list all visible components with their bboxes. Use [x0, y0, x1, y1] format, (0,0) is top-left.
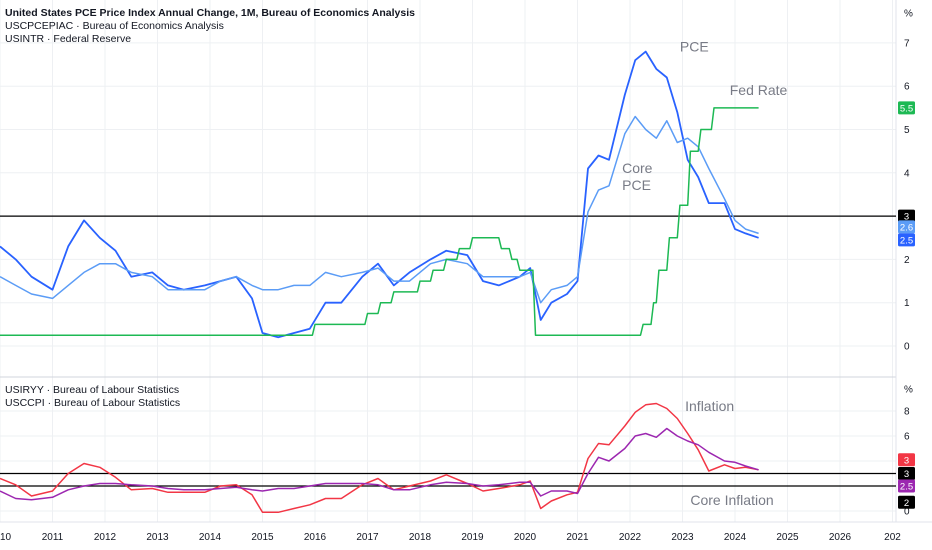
x-tick-label: 2013 — [146, 532, 169, 543]
chart-annotation: PCE — [622, 177, 651, 193]
x-tick-label: 2019 — [461, 532, 484, 543]
chart-annotation: Inflation — [685, 398, 734, 414]
top-pane-grid — [0, 0, 896, 377]
x-tick-label: 2024 — [724, 532, 747, 543]
chart-annotation: Core — [622, 160, 653, 176]
x-tick-label: 2021 — [566, 532, 589, 543]
chart-annotation: Fed Rate — [730, 82, 788, 98]
price-badge-background — [898, 495, 915, 509]
price-badge-background — [898, 209, 915, 223]
x-tick-label: 2020 — [514, 532, 537, 543]
top-legend-fed-source: USINTR · Federal Reserve — [5, 33, 132, 45]
price-badge-label: 2 — [904, 498, 909, 509]
y-tick-label: 7 — [904, 38, 910, 49]
x-tick-label: 2015 — [251, 532, 274, 543]
price-badge-background — [898, 453, 915, 467]
x-tick-label: 2010 — [0, 532, 12, 543]
y-tick-label: 8 — [904, 407, 910, 418]
x-tick-label: 2023 — [671, 532, 694, 543]
bottom-legend-core-source: USCCPI · Bureau of Labour Statistics — [5, 397, 181, 409]
x-tick-label: 2022 — [619, 532, 642, 543]
price-badge-background — [898, 233, 915, 247]
x-tick-label: 2026 — [829, 532, 852, 543]
x-tick-label: 2025 — [776, 532, 799, 543]
series-line-core-pce — [0, 115, 759, 304]
series-line-core-inflation — [0, 427, 759, 501]
price-badge-background — [898, 479, 915, 493]
top-legend-pce-source: USCPCEPIAC · Bureau of Economics Analysi… — [5, 20, 224, 32]
price-badge-label: 2.6 — [900, 222, 913, 233]
price-badge-background — [898, 220, 915, 234]
y-tick-label: 6 — [904, 432, 910, 443]
x-tick-label: 2011 — [42, 532, 64, 543]
price-badge-label: 3 — [904, 455, 909, 466]
top-price-scale[interactable]: % 7 6 5 4 3 2 1 0 — [904, 9, 913, 353]
y-tick-label: 6 — [904, 82, 910, 93]
price-badge-background — [898, 101, 915, 115]
bottom-legend-inflation-source: USIRYY · Bureau of Labour Statistics — [5, 384, 180, 396]
x-tick-label: 202 — [884, 532, 901, 543]
y-tick-label: 5 — [904, 125, 910, 136]
top-legend-title: United States PCE Price Index Annual Cha… — [5, 7, 415, 19]
price-badge-label: 2.5 — [900, 235, 913, 246]
price-badge-label: 3 — [904, 212, 909, 223]
x-tick-label: 2016 — [304, 532, 327, 543]
y-tick-label: % — [904, 385, 913, 396]
y-tick-label: % — [904, 9, 913, 20]
series-line-fed-rate — [0, 107, 759, 336]
bottom-legend[interactable]: USIRYY · Bureau of Labour Statistics USC… — [5, 384, 180, 410]
price-badge-background — [898, 467, 915, 480]
x-tick-label: 2017 — [356, 532, 379, 543]
series-line-inflation — [0, 402, 759, 514]
time-scale[interactable]: 2010 2011 2012 2013 2014 2015 2016 2017 2018 2019… — [0, 532, 901, 543]
price-badge-label: 3 — [904, 469, 909, 480]
price-badge-label: 2.5 — [900, 482, 913, 493]
x-tick-label: 2018 — [409, 532, 432, 543]
chart-annotation: Core Inflation — [690, 492, 773, 508]
price-badge-label: 5.5 — [900, 103, 913, 114]
y-tick-label: 0 — [904, 507, 910, 518]
y-tick-label: 1 — [904, 298, 910, 309]
top-legend[interactable]: United States PCE Price Index Annual Cha… — [5, 7, 415, 46]
bottom-pane-plot[interactable]: Inflation Core Inflation — [0, 398, 896, 514]
x-tick-label: 2012 — [94, 532, 117, 543]
x-tick-label: 2014 — [199, 532, 222, 543]
y-tick-label: 0 — [904, 342, 910, 353]
series-line-pce — [0, 50, 759, 339]
y-tick-label: 2 — [904, 255, 910, 266]
chart-annotation: PCE — [680, 39, 709, 55]
y-tick-label: 4 — [904, 168, 910, 179]
